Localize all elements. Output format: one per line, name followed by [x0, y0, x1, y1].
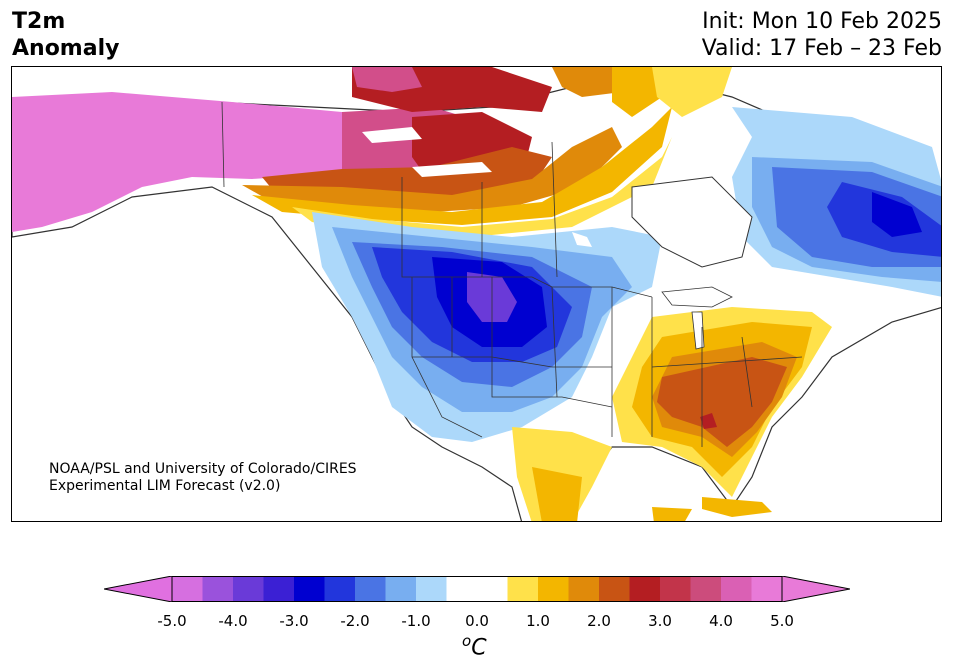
great-slave-lake [412, 162, 492, 177]
colorbar-segment [324, 576, 356, 602]
colorbar [103, 575, 851, 606]
credit-line-2: Experimental LIM Forecast (v2.0) [49, 478, 281, 494]
canada-north-rust [262, 147, 552, 199]
colorbar-tick-label: -2.0 [340, 612, 370, 630]
unit-celsius: C [471, 635, 487, 661]
colorbar-tick-label: 0.0 [465, 612, 489, 630]
colorbar-segment [355, 576, 386, 602]
map-title: T2m Anomaly [12, 8, 119, 62]
colorbar-segment [385, 576, 417, 602]
lake-winnipeg [572, 232, 592, 247]
title-variable: T2m [12, 9, 66, 34]
hudson-bay [631, 176, 753, 268]
colorbar-segment [751, 576, 783, 602]
cuba-gold [702, 497, 772, 517]
colorbar-tick-label: -1.0 [401, 612, 431, 630]
credit-line-1: NOAA/PSL and University of Colorado/CIRE… [49, 461, 357, 477]
colorbar-segment [294, 576, 325, 602]
political-boundaries [221, 101, 803, 447]
colorbar-tick-label: -4.0 [218, 612, 248, 630]
colorbar-segment [202, 576, 234, 602]
colorbar-tick-label: 1.0 [526, 612, 550, 630]
colorbar-over-extension [781, 575, 851, 603]
colorbar-segment [507, 576, 539, 602]
colorbar-bar [103, 575, 851, 603]
great-bear-lake [362, 127, 422, 143]
arctic-islands-magenta [352, 67, 422, 92]
colorbar-segment [599, 576, 630, 602]
georgia-crimson [700, 413, 717, 429]
valid-range: Valid: 17 Feb – 23 Feb [701, 36, 942, 61]
colorbar-tick-label: -5.0 [157, 612, 187, 630]
lake-superior [661, 286, 733, 308]
forecast-dates: Init: Mon 10 Feb 2025 Valid: 17 Feb – 23… [702, 8, 942, 62]
colorbar-segment [263, 576, 295, 602]
colorbar-frame [171, 576, 783, 602]
init-date: Init: Mon 10 Feb 2025 [702, 9, 942, 34]
yucatan-gold [652, 507, 692, 521]
colorbar-segment [538, 576, 569, 602]
colorbar-segment [660, 576, 691, 602]
colorbar-tick-label: 4.0 [709, 612, 733, 630]
colorbar-segment [690, 576, 722, 602]
title-variable-type: Anomaly [12, 36, 120, 61]
colorbar-segment [172, 576, 203, 602]
unit-degree: o [462, 632, 472, 650]
colorbar-under-extension [103, 575, 173, 603]
colorbar-tick-label: 5.0 [770, 612, 794, 630]
colorbar-tick-label: 3.0 [648, 612, 672, 630]
colorbar-segment [629, 576, 661, 602]
canada-orange-band [242, 127, 622, 212]
quebec-dark-blue [872, 192, 922, 237]
arctic-orange-patch [552, 67, 622, 97]
colorbar-tick-label: -3.0 [279, 612, 309, 630]
canada-gold-band [252, 107, 672, 225]
colorbar-segment [446, 576, 478, 602]
southeast-rust [657, 357, 787, 447]
lake-michigan [691, 311, 705, 350]
map-canvas [12, 67, 941, 521]
map-credit: NOAA/PSL and University of Colorado/CIRE… [49, 461, 357, 495]
anomaly-map [11, 66, 942, 522]
colorbar-segment [721, 576, 752, 602]
colorbar-unit: oC [462, 632, 487, 660]
colorbar-segment [233, 576, 264, 602]
colorbar-segment [568, 576, 600, 602]
canada-yellow-band [292, 137, 672, 237]
arctic-yellow-patch [652, 67, 732, 117]
mexico-gold [532, 467, 582, 521]
colorbar-segment [477, 576, 508, 602]
colorbar-tick-label: 2.0 [587, 612, 611, 630]
colorbar-segment [416, 576, 447, 602]
